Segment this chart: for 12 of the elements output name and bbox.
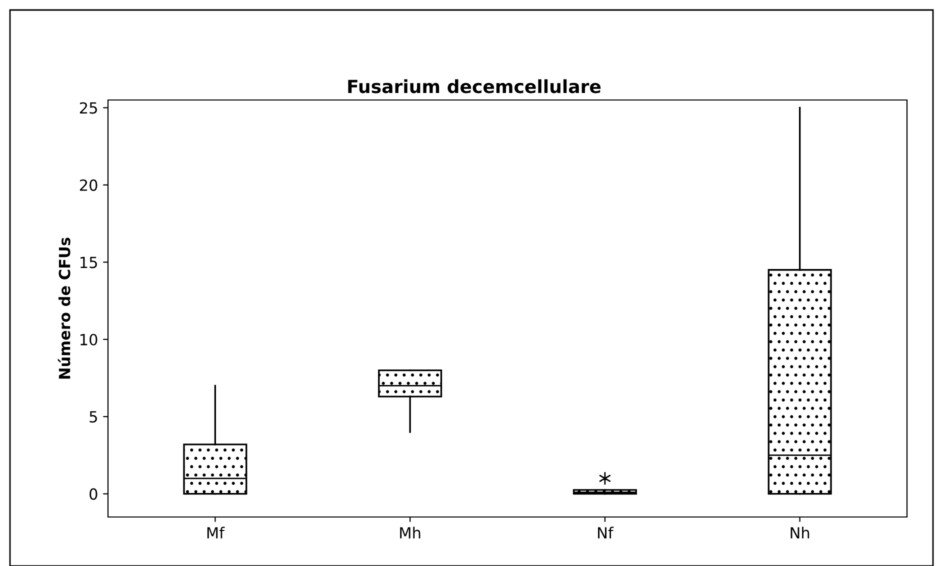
y-tick-label: 25 [80, 102, 97, 114]
y-tick-label: 20 [80, 179, 98, 191]
y-tick-label: 0 [90, 488, 98, 500]
y-tick-label: 5 [90, 411, 97, 423]
x-tick-label: Nh [790, 526, 810, 538]
x-tick-label: Mh [400, 526, 420, 538]
y-tick-label: 10 [80, 334, 98, 346]
chart-title: Fusarium decemcellulare [348, 79, 601, 94]
y-axis-title: Número de CFUs [58, 238, 70, 379]
x-tick-label: Nf [598, 526, 614, 538]
y-tick-label: 15 [80, 256, 97, 268]
x-tick-label: Mf [207, 526, 225, 538]
